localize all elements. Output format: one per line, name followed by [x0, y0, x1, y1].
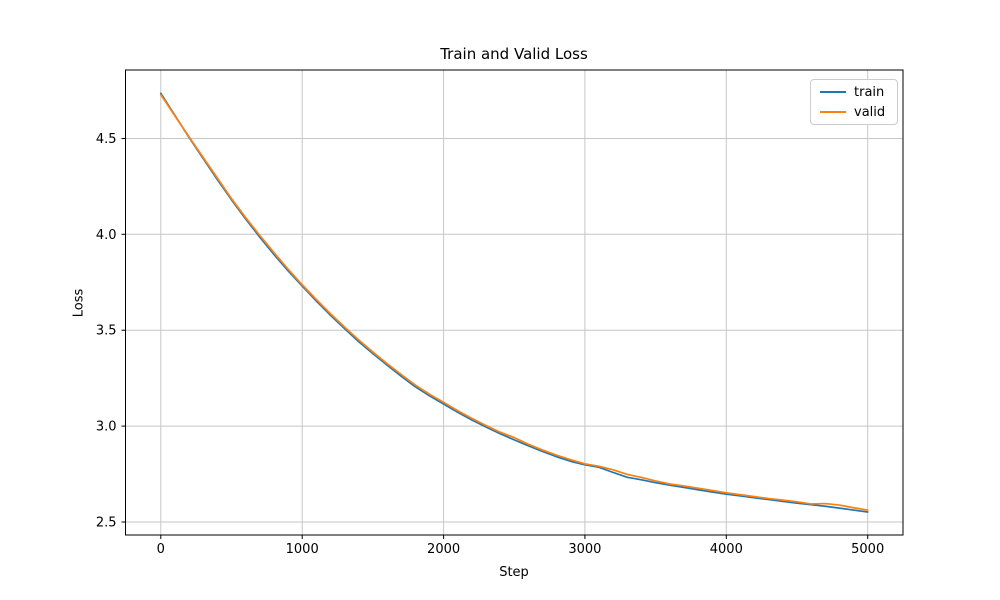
series-line-train [159, 92, 869, 513]
axes-background [125, 70, 903, 535]
tick-label-x-0: 0 [157, 542, 165, 557]
tick-label-y-2.5: 2.5 [96, 516, 117, 531]
tick-label-y-4: 4.0 [96, 228, 117, 243]
tick-label-x-1000: 1000 [286, 542, 319, 557]
ticks [121, 138, 869, 539]
legend-entry-train: train [820, 86, 888, 99]
legend-label-train: train [854, 84, 885, 100]
tick-labels: 0 1000 2000 3000 4000 5000 2.5 3.0 3.5 4.0 4.5 [96, 132, 884, 557]
legend-line-valid [820, 111, 846, 113]
legend-entry-valid: valid [820, 106, 888, 119]
grid [125, 70, 903, 535]
x-axis-label: Step [499, 565, 529, 580]
legend-line-train [820, 91, 846, 93]
tick-label-x-2000: 2000 [427, 542, 460, 557]
legend-label-valid: valid [854, 104, 886, 120]
tick-label-x-5000: 5000 [851, 542, 884, 557]
tick-label-x-3000: 3000 [568, 542, 601, 557]
tick-label-y-3.5: 3.5 [96, 324, 117, 339]
series-line-valid [159, 93, 869, 511]
y-axis-label: Loss [71, 288, 87, 318]
chart-title: Train and Valid Loss [440, 45, 588, 63]
tick-label-y-3: 3.0 [96, 420, 117, 435]
tick-label-y-4.5: 4.5 [96, 132, 117, 147]
axes-spines [125, 69, 904, 536]
legend: train valid [810, 79, 898, 125]
tick-label-x-4000: 4000 [710, 542, 743, 557]
